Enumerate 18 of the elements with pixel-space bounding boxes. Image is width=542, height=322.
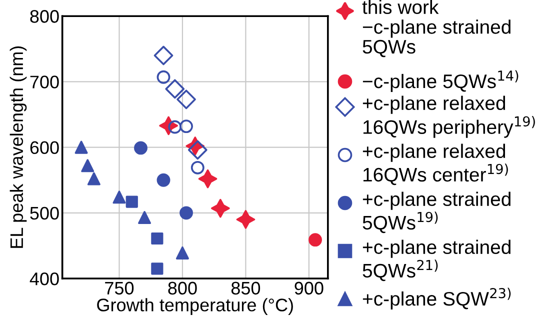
y-tick-label: 700: [30, 76, 59, 88]
legend-label: this work −c-plane strained 5QWs: [362, 0, 510, 58]
legend-label: +c-plane strained 5QWs$^{19)}$: [362, 192, 510, 234]
x-axis-title: Growth temperature (°C): [97, 298, 293, 315]
legend-label: +c-plane relaxed 16QWs periphery$^{19)}$: [362, 96, 535, 138]
legend-label: +c-plane strained 5QWs$^{21)}$: [362, 240, 510, 282]
x-tick-label: 750: [105, 282, 134, 295]
y-tick-label: 600: [30, 141, 59, 154]
legend-label: +c-plane SQW$^{23)}$: [362, 288, 511, 310]
y-tick-label: 500: [30, 206, 59, 220]
x-tick-label: 800: [168, 282, 197, 295]
y-tick-label: 800: [30, 10, 59, 23]
legend-label: −c-plane 5QWs$^{14)}$: [362, 70, 518, 92]
y-axis-title: EL peak wavelength (nm): [10, 46, 27, 248]
legend-label: +c-plane relaxed 16QWs center$^{19)}$: [362, 144, 508, 186]
y-tick-label: 400: [30, 272, 59, 286]
x-tick-label: 900: [294, 282, 324, 295]
x-tick-label: 850: [231, 282, 260, 295]
